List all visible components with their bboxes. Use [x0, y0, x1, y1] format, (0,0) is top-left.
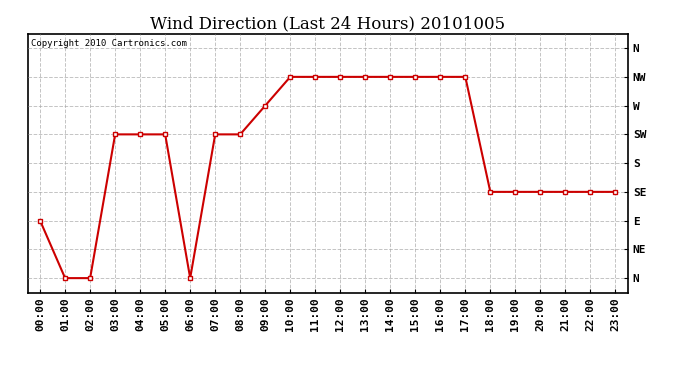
Text: Copyright 2010 Cartronics.com: Copyright 2010 Cartronics.com — [30, 39, 186, 48]
Title: Wind Direction (Last 24 Hours) 20101005: Wind Direction (Last 24 Hours) 20101005 — [150, 15, 505, 32]
